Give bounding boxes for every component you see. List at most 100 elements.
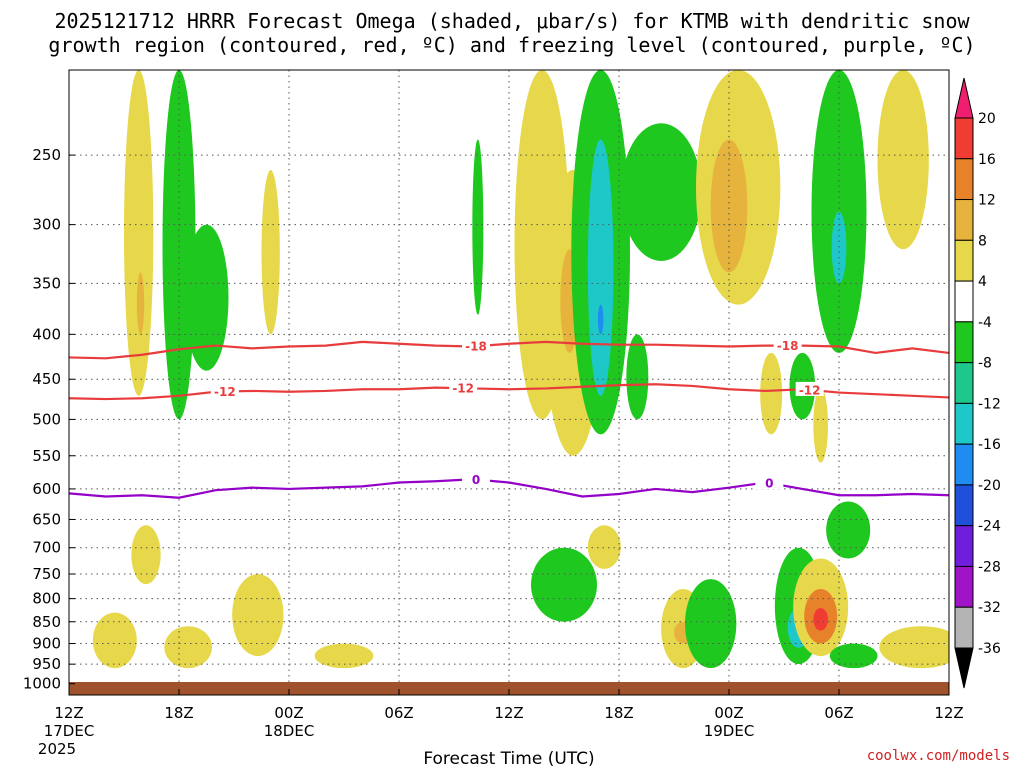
chart-title-line1: 2025121712 HRRR Forecast Omega (shaded, … [54,9,970,33]
colorbar-swatch-11 [954,525,974,567]
yellow-blob-y [760,352,783,435]
freezing-level-0-line [68,478,950,499]
x-tick-label-30: 18Z [604,704,633,722]
colorbar: 20 16 12 8 4 -4 -8 -12 -16 -20 -24 -28 -32 -36 [954,77,1001,689]
dgz-minus18-label-bg-0 [462,338,490,353]
colorbar-label-9: -20 [978,478,1001,494]
yellow-blob-z [813,387,829,463]
green-blob-p [531,547,597,622]
yellow-column-b [261,170,280,335]
yellow-blob-l [232,574,284,657]
green-column-f [620,123,702,261]
colorbar-label-1: 16 [978,152,996,168]
x-tick-date-36: 19DEC [704,722,755,740]
green-blob-w [829,643,878,669]
chart-title-line2: growth region (contoured, red, ºC) and f… [48,33,975,57]
freezing-level-0-label-bg-0 [462,471,490,486]
colorbar-swatch-1 [954,117,974,160]
y-tick-label-800: 800 [32,590,61,608]
x-tick-label-18: 06Z [384,704,413,722]
yellow-blob-m [92,612,137,669]
credit-text: coolwx.com/models [867,748,1010,764]
colorbar-swatch-3 [954,199,974,241]
grid [69,70,949,695]
x-tick-date-0: 17DEC [44,722,95,740]
yellow-blob-o [314,643,374,669]
y-tick-label-900: 900 [32,635,61,653]
colorbar-label-7: -12 [978,396,1001,412]
y-axis: 250 300 350 400 450 500 550 600 650 700 750 800 850 9… [23,146,75,693]
dgz-minus18-label-bg-1 [773,337,802,352]
colorbar-swatch-4 [954,239,974,282]
x-tick-date-12: 18DEC [264,722,315,740]
red-core-u [813,608,829,631]
y-tick-label-750: 750 [32,565,61,583]
colorbar-swatch-13 [954,606,974,649]
y-tick-label-550: 550 [32,447,61,465]
colorbar-swatch-9 [954,443,974,486]
green-column-a [162,70,196,420]
dgz-minus12-label-0: -12 [214,385,236,399]
x-tick-year-0: 2025 [38,740,76,758]
y-tick-label-350: 350 [32,274,61,292]
colorbar-top-arrow [954,77,974,119]
green-blob-v [826,501,871,559]
colorbar-swatch-7 [954,362,974,404]
colorbar-label-4: 4 [978,274,987,290]
dgz-minus18-label-1: -18 [777,339,799,353]
cyan-core-i [831,211,847,284]
cyan-core-d [587,139,614,396]
colorbar-label-11: -28 [978,559,1001,575]
colorbar-label-2: 12 [978,193,996,209]
x-tick-label-42: 06Z [824,704,853,722]
y-tick-label-250: 250 [32,146,61,164]
freezing-level-0-label-1: 0 [765,477,773,491]
x-tick-label-6: 18Z [164,704,193,722]
y-tick-label-850: 850 [32,613,61,631]
colorbar-swatch-5 [954,280,974,323]
green-column-c [472,139,484,315]
y-tick-label-300: 300 [32,216,61,234]
colorbar-label-3: 8 [978,233,987,249]
x-tick-label-48: 12Z [934,704,963,722]
colorbar-label-10: -24 [978,519,1001,535]
freezing-level-0-label-0: 0 [472,473,480,487]
green-column-i [811,70,867,353]
orange-core-a [136,272,145,335]
yellow-column-j [877,70,929,250]
y-tick-label-1000: 1000 [23,675,61,693]
colorbar-label-12: -32 [978,600,1001,616]
colorbar-label-5: -4 [978,315,992,331]
x-tick-label-24: 12Z [494,704,523,722]
colorbar-label-0: 20 [978,111,996,127]
colorbar-label-13: -36 [978,641,1001,657]
x-tick-label-12: 00Z [274,704,303,722]
colorbar-swatch-6 [954,321,974,364]
dgz-minus12-label-2: -12 [799,383,821,397]
y-tick-label-700: 700 [32,539,61,557]
colorbar-swatch-12 [954,565,974,608]
blue-core-d [597,304,604,335]
colorbar-swatch-8 [954,402,974,445]
y-tick-label-600: 600 [32,480,61,498]
freezing-level-0-label-bg-1 [755,475,784,490]
yellow-blob-n [164,626,213,669]
green-column-e [626,334,649,420]
dgz-minus12-label-bg-1 [449,380,478,395]
dgz-minus12-label-1: -12 [452,382,474,396]
x-tick-label-36: 00Z [714,704,743,722]
yellow-blob-k [131,525,161,585]
yellow-blob-x [879,626,949,669]
colorbar-bottom-arrow [954,647,974,689]
x-axis-label: Forecast Time (UTC) [423,749,594,768]
contours: -18 -18 -12 -12 -12 0 0 [68,337,950,499]
dgz-minus12-label-bg-0 [210,383,239,398]
yellow-column-a [124,70,154,396]
y-tick-label-500: 500 [32,410,61,428]
x-tick-label-0: 12Z [54,704,83,722]
yellow-blob-q [587,525,621,569]
y-tick-label-450: 450 [32,370,61,388]
y-tick-label-950: 950 [32,655,61,673]
colorbar-swatch-2 [954,158,974,201]
